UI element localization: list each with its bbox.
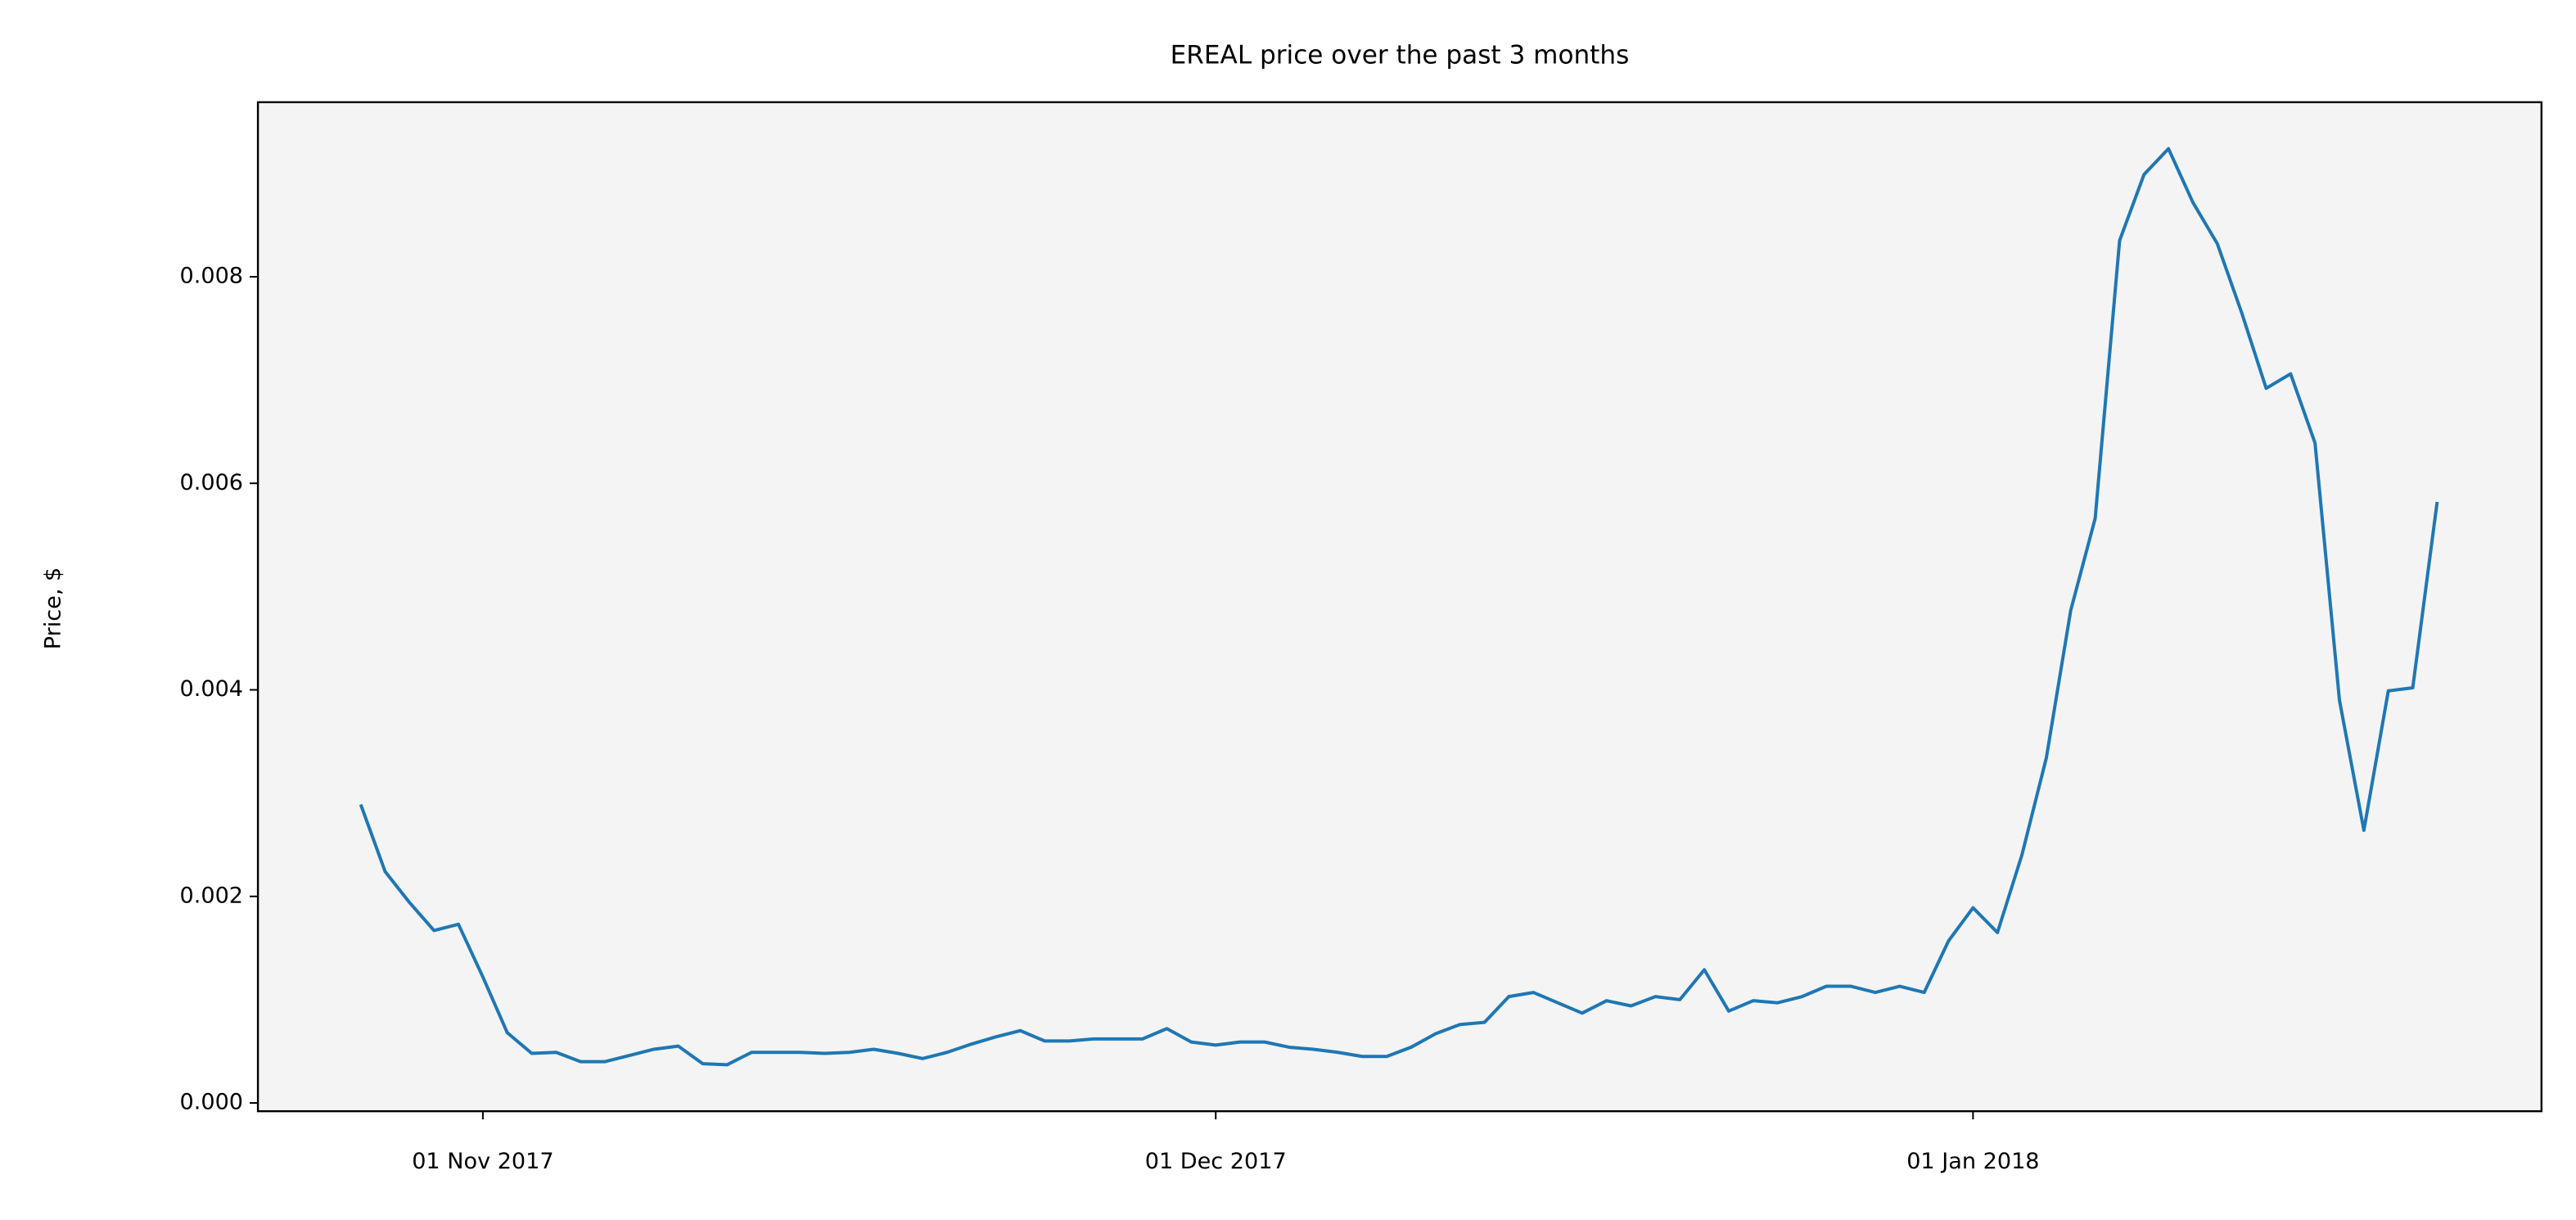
y-tick-label: 0.002 <box>180 883 244 908</box>
plot-frame <box>256 101 2543 1113</box>
chart-title: EREAL price over the past 3 months <box>1171 41 1630 70</box>
x-tick-label: 01 Nov 2017 <box>412 1149 553 1174</box>
y-tick-label: 0.004 <box>180 676 244 702</box>
y-axis-label: Price, $ <box>41 567 66 650</box>
x-tick-label: 01 Jan 2018 <box>1906 1149 2039 1174</box>
y-tick-label: 0.008 <box>180 263 244 288</box>
price-line <box>359 147 2439 1067</box>
y-tick-label: 0.006 <box>180 470 244 495</box>
x-tick-label: 01 Dec 2017 <box>1145 1149 1287 1174</box>
y-tick-label: 0.000 <box>180 1090 244 1115</box>
plot-area <box>258 102 2542 1112</box>
